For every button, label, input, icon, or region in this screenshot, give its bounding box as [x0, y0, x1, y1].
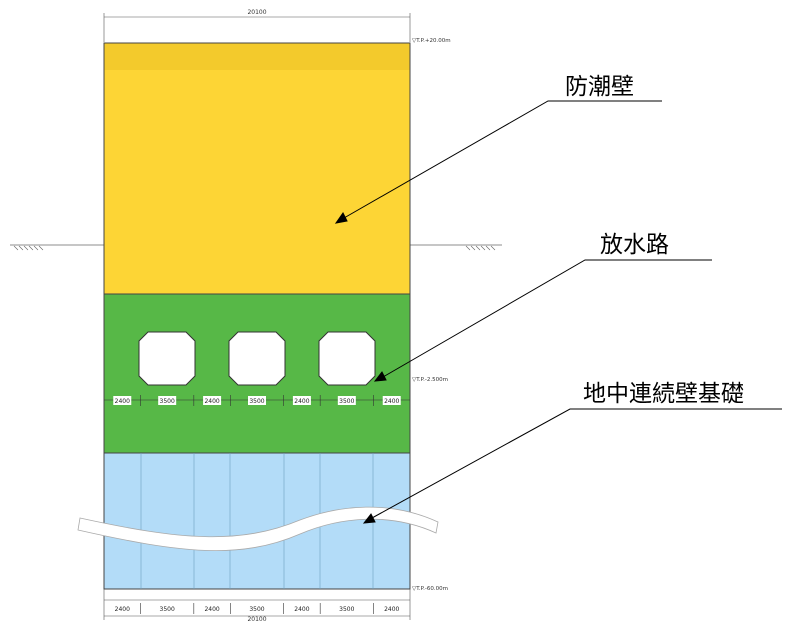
middle-segment-label-1: 2400 — [115, 398, 130, 405]
bottom-width-label: 20100 — [247, 616, 266, 622]
callout-foundation-label: 地中連続壁基礎 — [583, 381, 744, 407]
diaphragm-wall-foundation-block — [77, 452, 439, 590]
top-width-label: 20100 — [247, 9, 266, 16]
channel-opening-2 — [228, 331, 286, 386]
middle-segment-label-box-2 — [158, 396, 177, 405]
callout-leader-seawall — [334, 100, 662, 224]
middle-segment-label-3: 2400 — [204, 398, 219, 405]
middle-segment-label-7: 2400 — [384, 398, 399, 405]
ground-line-left — [10, 244, 104, 251]
middle-segment-label-5: 2400 — [294, 398, 309, 405]
seawall-block — [103, 42, 411, 295]
middle-segment-label-2: 3500 — [160, 398, 175, 405]
middle-segment-label-box-5 — [292, 396, 311, 405]
middle-segment-label-box-4 — [248, 396, 266, 405]
arrowhead-channel — [373, 371, 387, 382]
level-bottom: ▽T.P.-60.00m — [412, 586, 448, 592]
middle-segment-label-4: 3500 — [249, 398, 264, 405]
bottom-segment-label-2: 3500 — [160, 606, 175, 613]
top-overall-dimension: 20100 — [103, 9, 411, 42]
middle-segment-label-6: 3500 — [339, 398, 354, 405]
bottom-segment-label-7: 2400 — [384, 606, 399, 613]
bottom-dimensions: 2400 3500 2400 3500 2400 3500 2400 20100 — [103, 589, 411, 622]
arrowhead-foundation — [362, 513, 376, 524]
bottom-segment-label-5: 2400 — [294, 606, 309, 613]
callout-channel-label: 放水路 — [600, 232, 669, 258]
omission-break-band — [77, 506, 439, 551]
ground-line-right — [410, 244, 502, 251]
channel-openings — [138, 331, 376, 386]
discharge-channel-block: 2400 3500 2400 3500 2400 3500 2400 — [103, 293, 411, 454]
callout-leader-channel — [373, 259, 712, 382]
channel-opening-1 — [138, 331, 196, 386]
middle-segment-label-box-7 — [382, 396, 401, 405]
arrowhead-seawall — [334, 212, 348, 224]
bottom-segment-label-6: 3500 — [339, 606, 354, 613]
middle-segment-label-box-6 — [337, 396, 356, 405]
bottom-segment-label-1: 2400 — [115, 606, 130, 613]
callout-seawall-label: 防潮壁 — [565, 74, 634, 100]
middle-segment-label-box-1 — [113, 396, 132, 405]
middle-segment-label-box-3 — [203, 396, 222, 405]
bottom-segment-label-4: 3500 — [249, 606, 264, 613]
level-middle: ▽T.P.-2.500m — [412, 377, 448, 383]
bottom-segment-label-3: 2400 — [204, 606, 219, 613]
callout-leader-foundation — [362, 408, 782, 524]
channel-opening-3 — [318, 331, 376, 386]
level-top: ▽T.P.+20.00m — [412, 38, 451, 44]
segment-dimension-line-middle: 2400 3500 2400 3500 2400 3500 2400 — [104, 395, 410, 406]
